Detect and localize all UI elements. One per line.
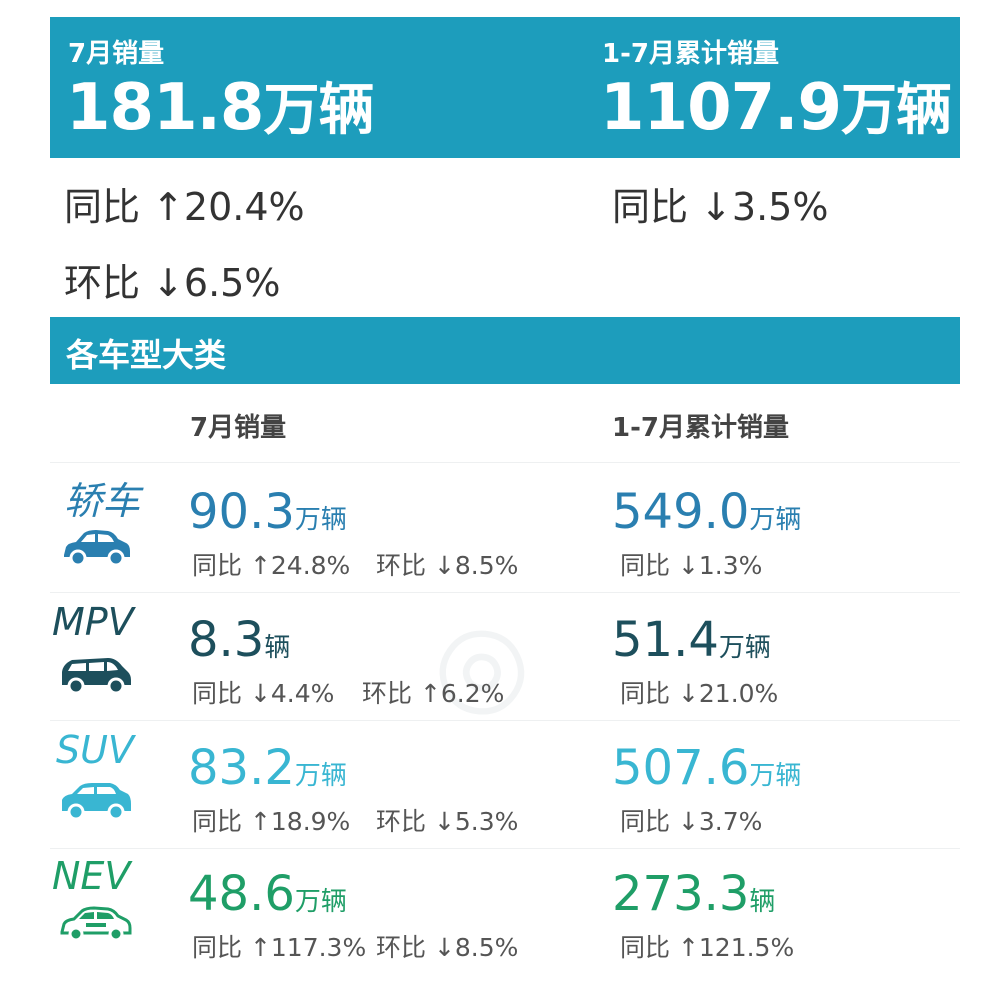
july-mom: 环比 ↓5.3% — [376, 807, 519, 836]
ytd-value: 51.4万辆 — [612, 612, 771, 668]
ytd-number: 507.6 — [612, 740, 750, 796]
ytd-unit: 辆 — [749, 887, 776, 917]
ytd-unit: 万辆 — [749, 505, 802, 535]
ytd-number: 549.0 — [612, 484, 750, 540]
kpi-banner: 7月销量 181.8万辆 1-7月累计销量 1107.9万辆 — [50, 17, 960, 158]
july-number: 8.3 — [188, 612, 265, 668]
ytd-yoy: 同比 ↓1.3% — [620, 551, 763, 580]
july-unit: 万辆 — [294, 505, 347, 535]
col-header-july: 7月销量 — [190, 413, 287, 443]
ytd-value: 507.6万辆 — [612, 740, 801, 796]
july-number: 48.6 — [188, 866, 295, 922]
row-divider — [50, 720, 960, 721]
july-value: 48.6万辆 — [188, 866, 347, 922]
july-yoy: 同比 ↑117.3% — [192, 933, 367, 962]
category-name: MPV — [52, 600, 134, 644]
ytd-sales-unit: 万辆 — [840, 78, 952, 143]
row-divider — [50, 462, 960, 463]
row-divider — [50, 592, 960, 593]
july-unit: 万辆 — [294, 761, 347, 791]
ytd-value: 549.0万辆 — [612, 484, 801, 540]
ytd-yoy: 同比 ↑121.5% — [620, 933, 795, 962]
ytd-unit: 万辆 — [718, 633, 771, 663]
ytd-yoy: 同比 ↓3.7% — [620, 807, 763, 836]
july-yoy: 同比 ↑18.9% — [192, 807, 351, 836]
ytd-value: 273.3辆 — [612, 866, 775, 922]
nev-icon — [60, 906, 132, 942]
mpv-icon — [62, 658, 131, 695]
ytd-yoy: 同比 ↓3.5% — [612, 185, 829, 229]
ytd-sales-label: 1-7月累计销量 — [602, 39, 779, 69]
july-value: 8.3辆 — [188, 612, 290, 668]
july-sales-number: 181.8 — [66, 71, 264, 145]
ytd-number: 51.4 — [612, 612, 719, 668]
ytd-yoy: 同比 ↓21.0% — [620, 679, 779, 708]
july-sales-unit: 万辆 — [263, 78, 374, 143]
row-divider — [50, 848, 960, 849]
section-banner: 各车型大类 — [50, 317, 960, 384]
july-value: 90.3万辆 — [188, 484, 347, 540]
july-yoy: 同比 ↑24.8% — [192, 551, 351, 580]
july-mom: 环比 ↑6.2% — [362, 679, 505, 708]
july-unit: 万辆 — [294, 887, 347, 917]
july-unit: 辆 — [264, 633, 291, 663]
july-sales-value: 181.8万辆 — [66, 65, 374, 146]
ytd-unit: 万辆 — [749, 761, 802, 791]
col-header-ytd: 1-7月累计销量 — [612, 413, 789, 443]
july-mom: 环比 ↓8.5% — [376, 933, 519, 962]
category-name: SUV — [56, 728, 134, 772]
watermark-logo: ◎ — [407, 585, 549, 743]
july-value: 83.2万辆 — [188, 740, 347, 796]
suv-icon — [62, 783, 131, 821]
july-sales-label: 7月销量 — [68, 39, 165, 69]
category-name: NEV — [52, 854, 131, 898]
ytd-sales-number: 1107.9 — [600, 71, 842, 145]
ytd-number: 273.3 — [612, 866, 750, 922]
july-mom: 环比 ↓6.5% — [64, 261, 281, 305]
category-name: 轿车 — [64, 479, 141, 523]
sedan-icon — [64, 530, 130, 567]
july-mom: 环比 ↓8.5% — [376, 551, 519, 580]
section-title: 各车型大类 — [66, 336, 227, 374]
july-number: 83.2 — [188, 740, 295, 796]
july-yoy: 同比 ↑20.4% — [64, 185, 305, 229]
ytd-sales-value: 1107.9万辆 — [600, 65, 952, 146]
july-number: 90.3 — [188, 484, 295, 540]
july-yoy: 同比 ↓4.4% — [192, 679, 335, 708]
